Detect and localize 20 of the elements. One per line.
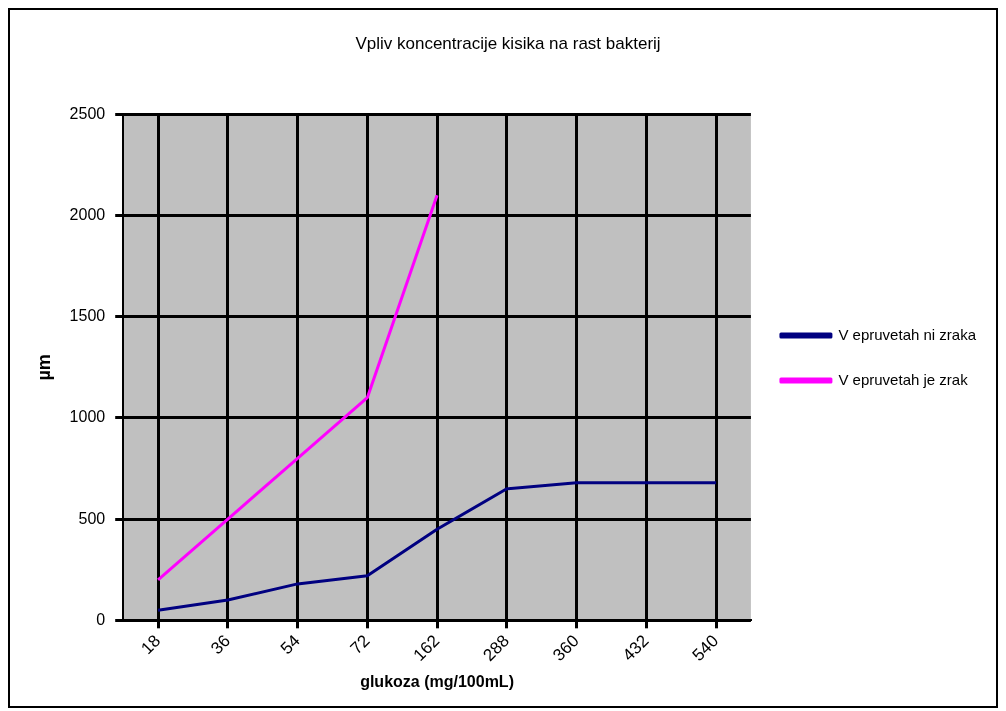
y-tick-label: 1500 xyxy=(69,307,106,325)
legend-label: V epruvetah je zrak xyxy=(838,370,969,388)
y-tick-label: 2500 xyxy=(69,104,106,122)
legend-label: V epruvetah ni zraka xyxy=(838,325,977,343)
x-axis-title: glukoza (mg/100mL) xyxy=(360,672,514,690)
y-axis-title: µm xyxy=(33,354,54,381)
y-tick-label: 0 xyxy=(96,610,106,628)
x-tick-label: 360 xyxy=(549,631,583,665)
x-tick-label: 72 xyxy=(346,631,374,659)
x-tick-label: 18 xyxy=(137,631,165,659)
x-tick-label: 432 xyxy=(618,631,653,665)
x-tick-label: 288 xyxy=(479,631,513,665)
x-tick-label: 162 xyxy=(409,631,444,665)
x-tick-label: 540 xyxy=(688,631,723,665)
x-tick-label: 54 xyxy=(276,631,304,659)
y-tick-label: 2000 xyxy=(69,205,106,223)
y-tick-label: 500 xyxy=(78,509,106,527)
y-tick-label: 1000 xyxy=(69,408,106,426)
x-tick-label: 36 xyxy=(207,631,234,659)
chart-title: Vpliv koncentracije kisika na rast bakterij xyxy=(355,33,661,53)
